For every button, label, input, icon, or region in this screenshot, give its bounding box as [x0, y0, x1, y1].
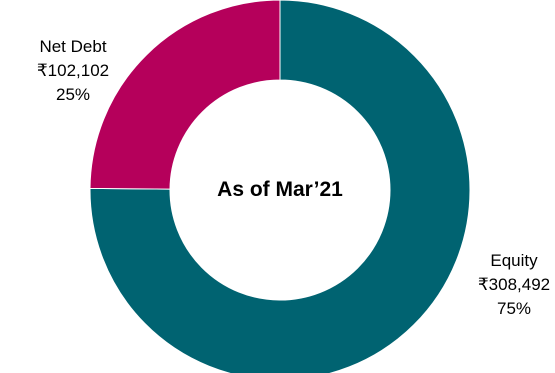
net-debt-value: ₹102,102 [36, 61, 110, 80]
equity-value: ₹308,492 [477, 275, 551, 294]
donut-center-label: As of Mar’21 [217, 178, 343, 201]
net-debt-percent: 25% [55, 85, 91, 104]
equity-label: Equity ₹308,492 75% [466, 249, 555, 321]
donut-slice-net-debt [89, 0, 281, 190]
net-debt-label: Net Debt ₹102,102 25% [18, 35, 128, 107]
donut-slice-equity [89, 0, 471, 373]
equity-percent: 75% [496, 299, 532, 318]
net-debt-name: Net Debt [39, 37, 107, 56]
equity-name: Equity [490, 251, 538, 270]
